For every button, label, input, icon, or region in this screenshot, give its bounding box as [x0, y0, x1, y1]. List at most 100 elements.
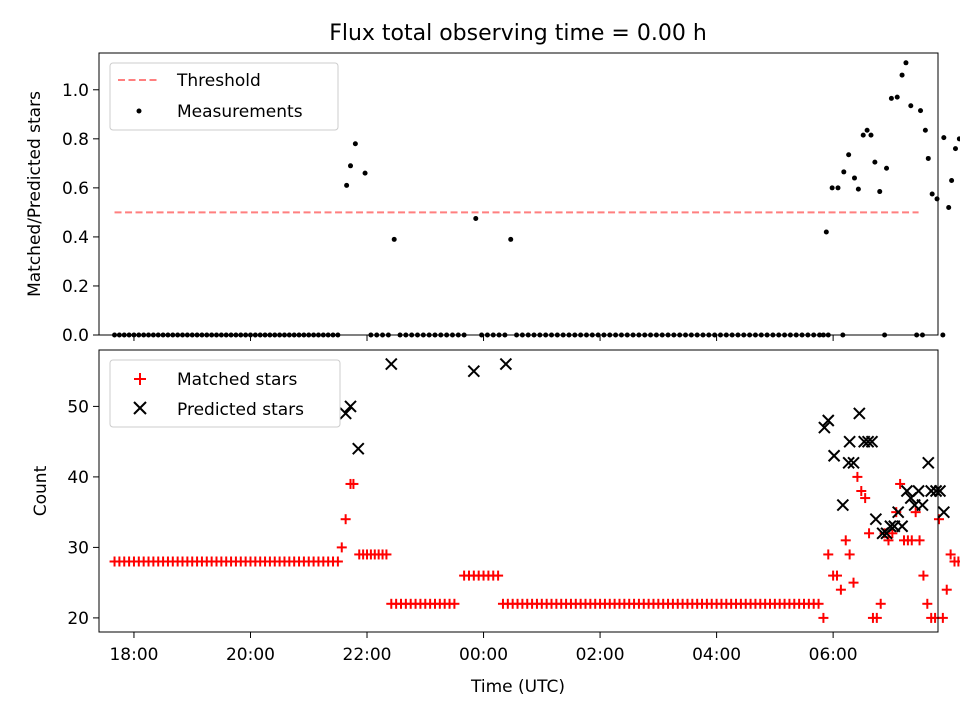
matched-star-marker [832, 570, 843, 581]
predicted-star-marker [499, 357, 513, 371]
matched-star-marker [895, 478, 906, 489]
measurement-point [362, 170, 368, 176]
x-tick-label: 22:00 [343, 645, 392, 665]
measurement-point [903, 60, 909, 66]
matched-star-marker [875, 598, 886, 609]
matched-star-marker [860, 493, 871, 504]
measurement-point [934, 196, 940, 202]
measurement-point [956, 136, 960, 142]
matched-star-marker [922, 598, 933, 609]
top-y-tick-label: 0.2 [62, 277, 89, 297]
measurement-point [855, 186, 861, 192]
top-legend-box [109, 62, 339, 131]
predicted-star-marker [900, 484, 914, 498]
predicted-star-marker [344, 400, 357, 413]
measurement-point [344, 182, 350, 188]
top-y-tick-label: 0.6 [62, 179, 89, 199]
bottom-axis-ticks: 20 30 40 50 18:00 20:00 22:00 00:00 02:00 04:00 06… [67, 397, 857, 665]
bottom-panel: 20 30 40 50 18:00 20:00 22:00 00:00 02:00 04:00 06… [31, 349, 960, 697]
matched-star-marker [332, 556, 343, 567]
predicted-star-marker [352, 442, 365, 455]
matched-star-marker [856, 486, 867, 496]
top-y-tick-label: 1.0 [62, 81, 89, 101]
matched-star-marker [823, 549, 834, 560]
top-axes-frame [98, 52, 939, 336]
predicted-star-marker [916, 498, 929, 512]
matched-star-marker [910, 507, 921, 518]
x-tick-label: 02:00 [576, 645, 625, 665]
predicted-star-marker [869, 512, 883, 526]
predicted-star-marker [467, 364, 481, 378]
matched-star-marker [937, 612, 948, 623]
measurement-point [940, 332, 946, 338]
bottom-y-tick-label: 20 [67, 609, 89, 629]
predicted-star-marker [861, 435, 875, 448]
predicted-star-marker [827, 449, 841, 462]
matched-star-marker [348, 478, 359, 489]
predicted-star-marker [865, 435, 879, 448]
measurement-point [829, 185, 835, 191]
measurement-point [918, 108, 924, 114]
bottom-axes-frame [98, 349, 939, 633]
top-panel: 0.0 0.2 0.4 0.6 0.8 1.0 Matched/Predicted sta… [25, 52, 960, 346]
matched-star-marker [891, 507, 902, 518]
measurement-point [884, 165, 890, 171]
measurement-point [952, 146, 958, 152]
predicted-star-marker [922, 456, 935, 470]
matched-star-marker [864, 528, 875, 539]
matched-star-marker [818, 612, 829, 623]
predicted-stars-legend-label: Predicted stars [177, 400, 304, 420]
predicted-star-marker [891, 505, 905, 519]
matched-star-marker [871, 612, 882, 623]
measurement-point [872, 159, 878, 165]
matched-star-marker [336, 542, 347, 553]
measurement-point [846, 152, 852, 158]
matched-stars-legend-swatch [134, 373, 146, 385]
threshold-legend-label: Threshold [176, 71, 261, 91]
x-tick-label: 20:00 [226, 645, 275, 665]
bottom-plot-area [109, 357, 960, 623]
figure-title: Flux total observing time = 0.00 h [329, 21, 707, 46]
bottom-legend: Matched stars Predicted stars [109, 359, 341, 428]
x-tick-label: 06:00 [809, 645, 858, 665]
x-tick-label: 04:00 [692, 645, 741, 665]
predicted-star-marker [937, 505, 951, 519]
measurement-point [835, 185, 841, 191]
measurement-point [925, 155, 931, 161]
matched-star-marker [340, 514, 351, 525]
matched-star-marker [914, 535, 925, 546]
measurement-point [864, 127, 870, 133]
matched-star-marker [835, 584, 846, 595]
bottom-y-tick-label: 40 [67, 468, 89, 488]
predicted-star-marker [822, 414, 835, 427]
matched-star-marker [957, 560, 960, 563]
matched-star-marker [941, 584, 952, 595]
top-y-tick-label: 0.0 [62, 326, 89, 346]
x-tick-label: 18:00 [109, 645, 158, 665]
top-y-tick-label: 0.8 [62, 130, 89, 150]
measurement-point [877, 189, 883, 195]
measurement-point [894, 94, 900, 100]
predicted-star-marker [836, 498, 850, 512]
predicted-star-marker [339, 407, 352, 420]
matched-star-marker [945, 549, 956, 560]
predicted-star-marker [933, 484, 947, 498]
predicted-star-marker [843, 435, 856, 448]
matched-star-marker [844, 549, 855, 560]
predicted-star-marker [895, 520, 909, 533]
x-tick-label: 00:00 [459, 645, 508, 665]
measurement-point [823, 229, 829, 235]
matched-star-marker [887, 528, 898, 539]
measurement-point [888, 95, 894, 101]
measurement-point [348, 163, 354, 169]
measurement-point [929, 191, 935, 197]
bottom-y-tick-label: 30 [67, 538, 89, 558]
top-y-tick-label: 0.4 [62, 228, 89, 248]
matched-star-marker [848, 577, 859, 588]
matched-star-marker [381, 549, 392, 560]
measurements-legend-swatch [136, 108, 142, 114]
predicted-star-marker [853, 407, 866, 420]
predicted-star-marker [842, 456, 855, 470]
measurement-point [841, 169, 847, 175]
